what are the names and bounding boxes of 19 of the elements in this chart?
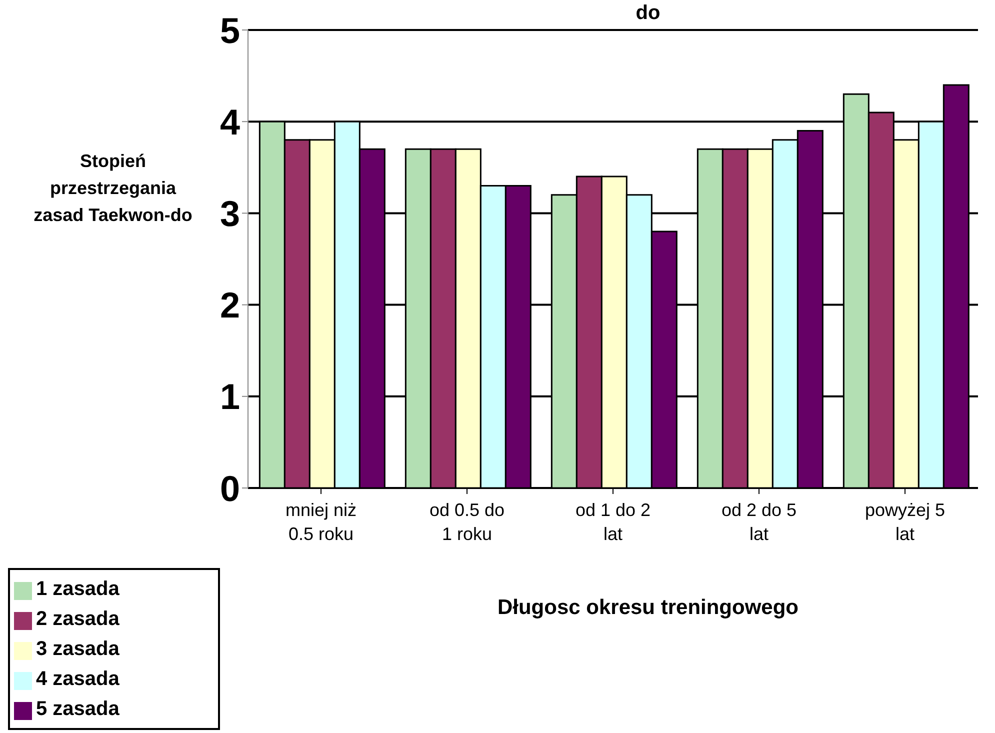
x-tick-label: mniej niż 0.5 roku bbox=[285, 500, 357, 544]
chart-title: do bbox=[634, 2, 662, 25]
legend-label: 3 zasada bbox=[36, 638, 120, 660]
y-tick-label: 3 bbox=[220, 192, 240, 234]
legend-label: 1 zasada bbox=[36, 578, 120, 600]
x-tick-label: powyżej 5 lat bbox=[864, 500, 946, 544]
y-axis-title: Stopień przestrzegania zasad Taekwon-do bbox=[32, 150, 194, 227]
legend-label: 4 zasada bbox=[36, 668, 120, 690]
legend-label: 5 zasada bbox=[36, 698, 120, 720]
y-tick-label: 2 bbox=[220, 284, 240, 326]
x-axis-title: Długosc okresu treningowego bbox=[496, 596, 800, 620]
x-tick-label: od 0.5 do 1 roku bbox=[429, 500, 505, 544]
legend-label: 2 zasada bbox=[36, 608, 120, 630]
y-tick-label: 5 bbox=[220, 10, 240, 51]
x-tick-label: od 1 do 2 lat bbox=[575, 500, 651, 544]
x-tick-label: od 2 do 5 lat bbox=[721, 500, 797, 544]
y-tick-label: 4 bbox=[220, 101, 240, 142]
y-tick-label: 1 bbox=[220, 376, 240, 418]
y-tick-label: 0 bbox=[220, 468, 240, 509]
